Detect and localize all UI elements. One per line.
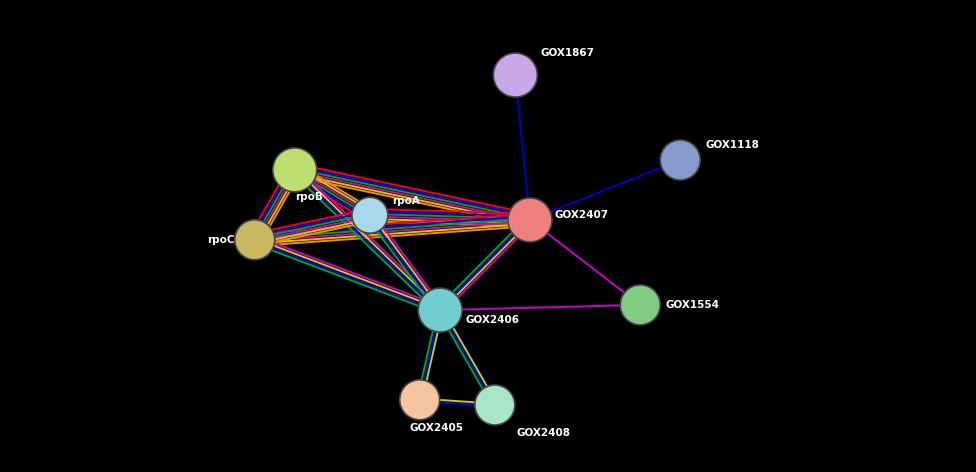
Circle shape [493, 53, 538, 97]
Text: GOX1118: GOX1118 [706, 140, 759, 150]
Text: rpoC: rpoC [207, 235, 234, 245]
Circle shape [508, 198, 552, 242]
Circle shape [621, 285, 660, 325]
Text: GOX1867: GOX1867 [541, 48, 594, 58]
Circle shape [272, 148, 317, 192]
Text: rpoA: rpoA [392, 196, 420, 206]
Circle shape [352, 197, 387, 233]
Circle shape [475, 385, 514, 425]
Text: GOX2408: GOX2408 [517, 428, 571, 438]
Text: GOX2407: GOX2407 [555, 210, 609, 220]
Circle shape [235, 220, 274, 260]
Text: rpoB: rpoB [295, 192, 323, 202]
Text: GOX1554: GOX1554 [666, 300, 719, 310]
Circle shape [418, 288, 463, 332]
Text: GOX2405: GOX2405 [410, 423, 464, 433]
Circle shape [661, 140, 700, 180]
Circle shape [400, 380, 439, 420]
Text: GOX2406: GOX2406 [466, 315, 519, 325]
